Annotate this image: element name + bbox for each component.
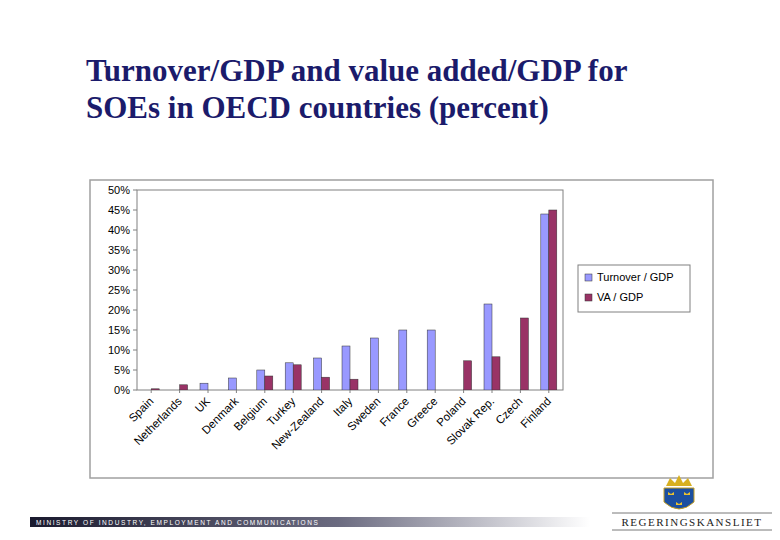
bar (151, 389, 159, 390)
y-tick (133, 310, 137, 311)
plot-area (137, 190, 563, 390)
bar (427, 330, 435, 390)
x-tick-label: Sweden (345, 395, 383, 433)
y-tick-label: 5% (114, 364, 130, 376)
y-tick-label: 15% (108, 324, 130, 336)
y-tick (133, 250, 137, 251)
bar (180, 385, 188, 390)
x-tick-label: New-Zealand (269, 395, 326, 452)
bar (399, 330, 407, 390)
y-tick-label: 50% (108, 184, 130, 196)
x-tick (264, 390, 265, 393)
bar (314, 358, 322, 390)
y-tick (133, 270, 137, 271)
x-tick (435, 390, 436, 393)
x-tick-label: Slovak Rep. (444, 395, 496, 447)
bar (549, 210, 557, 390)
x-tick (321, 390, 322, 393)
logo-shield (664, 488, 694, 509)
bar (228, 378, 236, 390)
y-tick-label: 10% (108, 344, 130, 356)
x-tick (151, 390, 152, 393)
bar (265, 376, 273, 390)
legend-swatch (585, 294, 592, 301)
logo-crown (666, 475, 692, 486)
legend-label: VA / GDP (597, 291, 643, 303)
y-tick (133, 290, 137, 291)
bar (285, 363, 293, 390)
y-tick (133, 370, 137, 371)
y-tick (133, 230, 137, 231)
x-tick (520, 390, 521, 393)
x-tick (293, 390, 294, 393)
legend-box (578, 265, 690, 312)
logo-small-crown (684, 492, 690, 495)
bar (200, 383, 208, 390)
chart-frame (90, 180, 713, 478)
y-tick-label: 20% (108, 304, 130, 316)
logo-rule (612, 513, 772, 514)
y-tick-label: 25% (108, 284, 130, 296)
y-tick (133, 210, 137, 211)
x-tick (208, 390, 209, 393)
logo-small-crown (668, 492, 674, 495)
y-tick (133, 350, 137, 351)
footer-text: MINISTRY OF INDUSTRY, EMPLOYMENT AND COM… (36, 519, 320, 526)
bar (520, 318, 528, 390)
x-tick-label: Finland (518, 395, 553, 430)
bar (350, 379, 358, 390)
x-tick (548, 390, 549, 393)
y-tick-label: 0% (114, 384, 130, 396)
logo-small-crown (676, 502, 682, 505)
x-tick (463, 390, 464, 393)
y-tick-label: 30% (108, 264, 130, 276)
bar (484, 304, 492, 390)
bars (151, 210, 557, 390)
bar (257, 370, 265, 390)
y-tick (133, 330, 137, 331)
logo-text: REGERINGSKANSLIET (622, 516, 763, 528)
legend-swatch (585, 274, 592, 281)
x-tick (492, 390, 493, 393)
x-tick-label: UK (193, 395, 213, 415)
y-tick-label: 45% (108, 204, 130, 216)
logo-rule (612, 530, 772, 531)
x-tick (406, 390, 407, 393)
canvas: 0%5%10%15%20%25%30%35%40%45%50%SpainNeth… (0, 0, 780, 540)
bar (322, 377, 330, 390)
x-tick-label: Belgium (231, 395, 269, 433)
title: Turnover/GDP and value added/GDP for SOE… (86, 52, 696, 126)
x-tick (236, 390, 237, 393)
x-tick (179, 390, 180, 393)
x-tick-label: Netherlands (132, 395, 185, 448)
x-tick-label: Denmark (199, 395, 241, 437)
y-tick (133, 390, 137, 391)
bar (293, 365, 301, 390)
x-tick (378, 390, 379, 393)
y-tick-label: 40% (108, 224, 130, 236)
bar (370, 338, 378, 390)
y-tick (133, 190, 137, 191)
x-tick-label: Italy (331, 395, 355, 419)
bar (541, 214, 549, 390)
x-tick-label: Greece (404, 395, 439, 430)
footer-band (30, 517, 590, 527)
x-tick (350, 390, 351, 393)
bar (342, 346, 350, 390)
y-tick-label: 35% (108, 244, 130, 256)
bar (464, 361, 472, 390)
legend-label: Turnover / GDP (597, 271, 674, 283)
bar (492, 357, 500, 390)
